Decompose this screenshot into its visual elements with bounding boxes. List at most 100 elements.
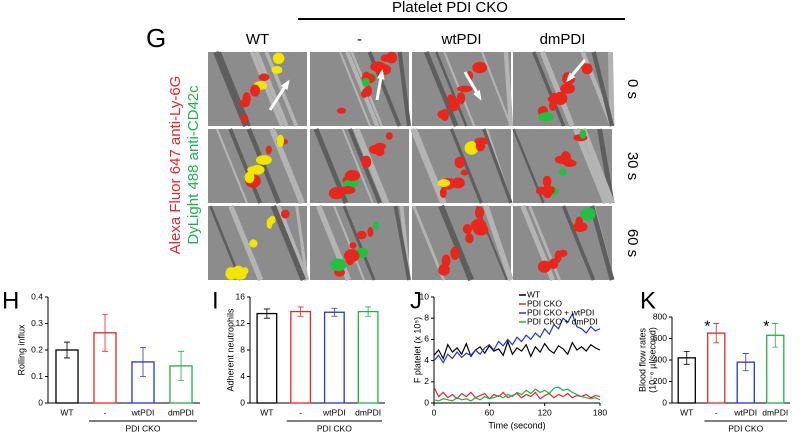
series-line xyxy=(433,339,601,361)
cell xyxy=(247,166,261,174)
x-tick-label: dmPDI xyxy=(762,407,788,417)
y-tick-label: 8 xyxy=(240,344,245,354)
cell xyxy=(336,107,347,114)
error-bar xyxy=(178,350,184,381)
texture xyxy=(342,205,376,281)
texture xyxy=(333,205,366,281)
texture xyxy=(483,205,514,281)
cell xyxy=(579,129,587,139)
texture xyxy=(435,51,468,127)
cell xyxy=(542,184,553,199)
texture xyxy=(438,204,474,282)
cell xyxy=(465,233,474,244)
annotation: * xyxy=(704,319,710,336)
row-label: 60 s xyxy=(624,229,641,257)
x-tick-label: 0 xyxy=(432,407,437,417)
stain-label: DyLight 488 anti-CD42c xyxy=(185,85,202,245)
texture xyxy=(449,128,483,204)
cell xyxy=(272,52,285,65)
bar xyxy=(357,310,379,404)
y-tick-label: 200 xyxy=(653,376,667,386)
x-tick-label: WT xyxy=(260,407,273,417)
x-tick-label: wtPDI xyxy=(733,407,757,417)
legend-label: PDI CKO + dmPDI xyxy=(527,316,598,326)
cell xyxy=(470,218,487,233)
stain-label: Alexa Fluor 647 anti-Ly-6G xyxy=(167,76,184,255)
series-line xyxy=(433,312,601,364)
texture xyxy=(215,128,248,204)
cell xyxy=(462,224,473,235)
cell xyxy=(437,179,451,188)
cell xyxy=(558,168,568,176)
column-label: wtPDI xyxy=(440,31,481,48)
cell xyxy=(438,264,450,276)
bar xyxy=(290,310,312,404)
y-tick-label: 600 xyxy=(653,333,667,343)
x-tick-label: 120 xyxy=(538,407,552,417)
cell xyxy=(440,108,449,121)
cell xyxy=(280,209,290,219)
x-tick-label: - xyxy=(299,407,302,417)
cell xyxy=(266,217,273,229)
texture xyxy=(410,128,444,204)
y-axis-label: Blood flow rates xyxy=(637,327,647,392)
arrow-head xyxy=(473,90,482,101)
texture xyxy=(295,205,309,281)
cell xyxy=(457,85,473,93)
cell xyxy=(244,171,255,184)
cell xyxy=(580,208,591,220)
y-tick-label: 2 xyxy=(424,376,429,386)
cell xyxy=(343,179,359,189)
cell xyxy=(538,112,554,122)
texture xyxy=(397,51,412,127)
texture xyxy=(580,127,615,205)
cell xyxy=(441,254,451,267)
texture xyxy=(503,51,514,127)
cell xyxy=(464,141,479,155)
texture xyxy=(246,128,282,204)
bar xyxy=(256,312,278,404)
arrow-head xyxy=(280,79,290,90)
cell xyxy=(474,206,485,220)
cell xyxy=(258,73,270,81)
y-tick-label: 12 xyxy=(236,318,246,328)
error-bar xyxy=(140,346,146,377)
error-bar xyxy=(263,308,270,319)
x-tick-label: 60 xyxy=(485,407,495,417)
y-tick-label: 8 xyxy=(424,312,429,322)
error-bar xyxy=(683,351,690,365)
panel-letter: H xyxy=(2,287,19,314)
error-bar xyxy=(64,341,70,359)
cell xyxy=(373,221,380,231)
cell xyxy=(265,145,272,155)
cell xyxy=(276,134,285,148)
texture xyxy=(539,51,575,127)
column-label: dmPDI xyxy=(540,31,586,48)
cell xyxy=(554,155,571,165)
texture xyxy=(339,51,372,127)
texture xyxy=(589,205,615,281)
y-axis-label: F platelet (x 10⁵) xyxy=(412,317,422,383)
error-bar xyxy=(331,307,338,317)
y-axis-label: Rolling influx xyxy=(16,324,26,376)
texture xyxy=(475,205,508,281)
x-tick-label: 180 xyxy=(593,407,607,417)
y-tick-label: 0.3 xyxy=(31,318,43,328)
error-bar xyxy=(102,313,108,352)
cell xyxy=(369,144,382,155)
texture xyxy=(228,205,264,281)
column-label: WT xyxy=(246,31,269,48)
error-bar xyxy=(772,323,779,348)
cell xyxy=(255,155,272,165)
texture xyxy=(250,51,284,127)
cell xyxy=(575,216,584,230)
y-tick-label: 0.1 xyxy=(31,371,43,381)
cell xyxy=(537,260,552,273)
texture xyxy=(481,51,512,127)
texture xyxy=(218,51,251,127)
x-tick-label: wtPDI xyxy=(131,407,155,417)
y-tick-label: 0 xyxy=(662,397,667,407)
error-bar xyxy=(365,306,372,317)
x-tick-label: WT xyxy=(680,407,693,417)
cell xyxy=(356,230,367,240)
